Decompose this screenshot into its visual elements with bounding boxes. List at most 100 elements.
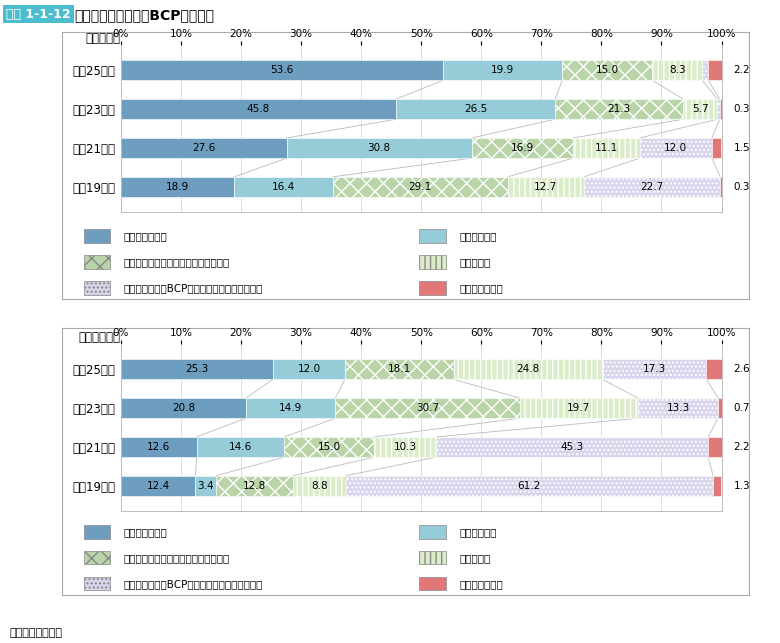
Bar — [683, 99, 718, 119]
Bar — [519, 398, 638, 418]
Bar — [345, 359, 454, 379]
Text: その他・無回答: その他・無回答 — [459, 579, 503, 589]
Bar — [508, 177, 584, 197]
FancyBboxPatch shape — [419, 230, 446, 243]
Bar — [708, 60, 722, 80]
Bar — [472, 138, 573, 158]
Text: 19.7: 19.7 — [567, 403, 590, 413]
Bar — [720, 177, 722, 197]
Text: 予定はない: 予定はない — [459, 257, 491, 267]
Bar — [573, 138, 640, 158]
Text: 11.1: 11.1 — [595, 143, 618, 153]
FancyBboxPatch shape — [419, 281, 446, 294]
Bar — [555, 99, 683, 119]
Bar — [246, 398, 335, 418]
Bar — [708, 437, 722, 457]
Text: 10.3: 10.3 — [394, 442, 417, 452]
Bar — [197, 437, 284, 457]
Bar — [584, 177, 720, 197]
Text: 16.4: 16.4 — [272, 182, 296, 192]
Bar — [292, 476, 346, 496]
Text: 22.7: 22.7 — [640, 182, 664, 192]
FancyBboxPatch shape — [83, 281, 111, 294]
Text: 策定済みである: 策定済みである — [124, 231, 168, 241]
Bar — [707, 359, 722, 379]
Bar — [640, 138, 712, 158]
Bar — [284, 437, 374, 457]
Text: 13.3: 13.3 — [666, 403, 690, 413]
Bar — [454, 359, 603, 379]
Text: 12.7: 12.7 — [534, 182, 558, 192]
Bar — [443, 60, 562, 80]
Text: 18.1: 18.1 — [388, 365, 411, 374]
FancyBboxPatch shape — [419, 551, 446, 565]
Bar — [718, 398, 722, 418]
Bar — [712, 138, 721, 158]
Text: 【中堅企業】: 【中堅企業】 — [78, 331, 120, 344]
Text: 2.2: 2.2 — [733, 442, 750, 452]
Text: 大企業と中堅企業のBCP策定状況: 大企業と中堅企業のBCP策定状況 — [74, 8, 214, 22]
Text: 14.6: 14.6 — [229, 442, 252, 452]
Text: 25.3: 25.3 — [186, 365, 208, 374]
Bar — [121, 138, 287, 158]
Bar — [333, 177, 508, 197]
Bar — [121, 476, 195, 496]
Bar — [121, 99, 396, 119]
Bar — [335, 398, 519, 418]
Text: 3.4: 3.4 — [197, 481, 214, 491]
Text: 15.0: 15.0 — [317, 442, 341, 452]
Bar — [702, 60, 708, 80]
Text: 出典：内閣府資料: 出典：内閣府資料 — [9, 628, 62, 638]
Bar — [121, 60, 443, 80]
Bar — [396, 99, 555, 119]
Text: 29.1: 29.1 — [409, 182, 432, 192]
Text: 予定はない: 予定はない — [459, 553, 491, 563]
Text: 8.3: 8.3 — [669, 66, 686, 75]
Text: 策定を予定している（検討中を含む）: 策定を予定している（検討中を含む） — [124, 257, 230, 267]
Bar — [374, 437, 436, 457]
FancyBboxPatch shape — [419, 525, 446, 539]
Text: その他・無回答: その他・無回答 — [459, 283, 503, 293]
FancyBboxPatch shape — [419, 255, 446, 269]
Text: 策定済みである: 策定済みである — [124, 527, 168, 537]
Text: 策定を予定している（検討中を含む）: 策定を予定している（検討中を含む） — [124, 553, 230, 563]
Text: 24.8: 24.8 — [516, 365, 540, 374]
FancyBboxPatch shape — [83, 551, 111, 565]
Text: 8.8: 8.8 — [310, 481, 328, 491]
Text: 30.7: 30.7 — [416, 403, 439, 413]
Bar — [638, 398, 718, 418]
Text: 0.7: 0.7 — [733, 403, 750, 413]
Bar — [121, 437, 197, 457]
Text: 12.0: 12.0 — [665, 143, 687, 153]
Text: 策定中である: 策定中である — [459, 231, 497, 241]
FancyBboxPatch shape — [83, 230, 111, 243]
Text: 12.8: 12.8 — [243, 481, 266, 491]
FancyBboxPatch shape — [83, 255, 111, 269]
Bar — [195, 476, 216, 496]
Text: 53.6: 53.6 — [270, 66, 293, 75]
Bar — [235, 177, 333, 197]
Bar — [121, 177, 235, 197]
Bar — [720, 99, 722, 119]
Text: 21.3: 21.3 — [608, 104, 631, 114]
FancyBboxPatch shape — [419, 577, 446, 590]
Text: 5.7: 5.7 — [692, 104, 708, 114]
Text: 事業継続計画（BCP）とは何かを知らなかった: 事業継続計画（BCP）とは何かを知らなかった — [124, 579, 263, 589]
Text: 18.9: 18.9 — [166, 182, 190, 192]
Text: 2.6: 2.6 — [733, 365, 750, 374]
Text: 策定中である: 策定中である — [459, 527, 497, 537]
Text: 30.8: 30.8 — [367, 143, 391, 153]
Bar — [603, 359, 707, 379]
Text: 17.3: 17.3 — [643, 365, 666, 374]
Text: 12.6: 12.6 — [147, 442, 170, 452]
Text: 19.9: 19.9 — [491, 66, 514, 75]
FancyBboxPatch shape — [83, 577, 111, 590]
Text: 16.9: 16.9 — [511, 143, 534, 153]
Text: 12.0: 12.0 — [297, 365, 321, 374]
Text: 61.2: 61.2 — [518, 481, 541, 491]
Text: 2.2: 2.2 — [733, 66, 750, 75]
Text: 27.6: 27.6 — [192, 143, 215, 153]
Text: 14.9: 14.9 — [279, 403, 302, 413]
Text: 1.5: 1.5 — [733, 143, 750, 153]
Bar — [287, 138, 472, 158]
